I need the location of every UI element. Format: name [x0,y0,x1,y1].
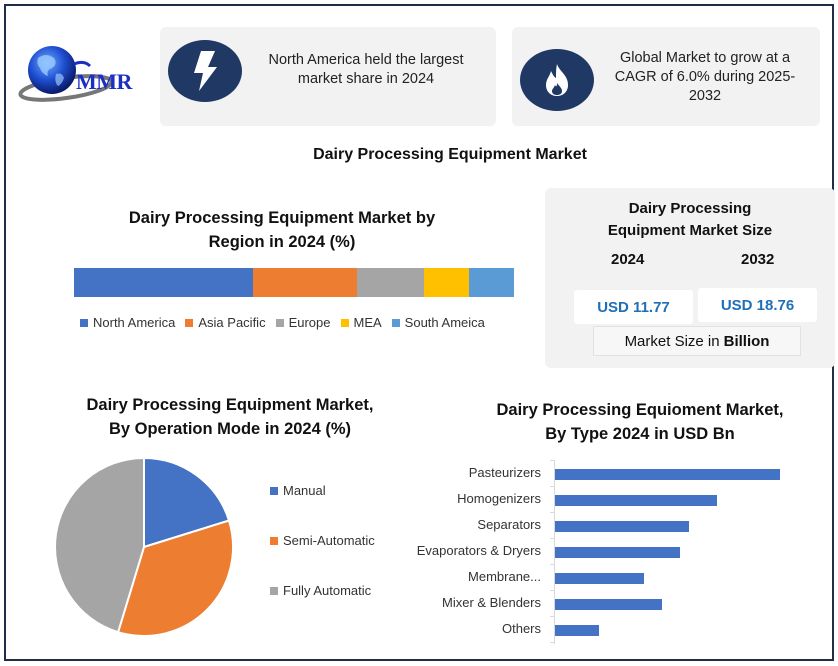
bar-label: Others [501,621,541,636]
legend-label: North America [93,315,176,330]
bar-row: Homogenizers [400,486,820,512]
axis-tick [550,460,555,461]
title-line: By Operation Mode in 2024 (%) [108,420,352,438]
pie-legend: Manual Semi-Automatic Fully Automatic [270,483,375,633]
axis-tick [550,512,555,513]
lightning-bolt-icon [194,51,217,91]
title-line: By Type 2024 in USD Bn [545,425,735,443]
bar-row: Others [400,616,820,642]
title-line: Dairy Processing Equioment Market, [496,401,784,419]
insight-text: Global Market to grow at a CAGR of 6.0% … [614,50,796,104]
title-line: Dairy Processing Equipment Market, [86,396,374,414]
bar-label: Mixer & Blenders [442,595,541,610]
legend-swatch [391,318,400,327]
market-size-title: Dairy Processing Equipment Market Size [545,198,835,242]
unit-label: Market Size in Billion [593,326,801,356]
legend-swatch [270,587,278,595]
region-legend: North America Asia Pacific Europe MEA South … [80,315,485,330]
bar [555,625,599,636]
bar-label: Homogenizers [457,491,541,506]
bar-segment [424,268,470,297]
icon-badge [168,40,242,102]
legend-swatch [270,537,278,545]
legend-item: South Ameica [391,315,485,330]
axis-tick [550,564,555,565]
unit-bold: Billion [723,332,770,350]
legend-swatch [185,318,194,327]
bar-chart-title: Dairy Processing Equioment Market, By Ty… [440,398,838,446]
title-line: Dairy Processing Equipment Market by [128,209,436,227]
legend-swatch [340,318,349,327]
bar-label: Evaporators & Dryers [416,543,541,558]
bar [555,573,644,584]
axis-tick [550,538,555,539]
page-title: Dairy Processing Equipment Market [313,146,587,163]
bar-segment [469,268,514,297]
type-bar-chart: Pasteurizers Homogenizers Separators Evapor… [400,460,820,650]
title-line: Region in 2024 (%) [208,233,356,251]
bar-row: Mixer & Blenders [400,590,820,616]
legend-item: Manual [270,483,375,533]
bar [555,521,689,532]
mmr-logo: MMR [16,40,151,110]
axis-tick [550,590,555,591]
bar-segment [357,268,425,297]
unit-prefix: Market Size in [624,332,720,350]
bar-segment [74,268,254,297]
legend-label: Fully Automatic [283,583,372,598]
legend-item: Semi-Automatic [270,533,375,583]
bar-row: Membrane... [400,564,820,590]
bar-row: Evaporators & Dryers [400,538,820,564]
bar-label: Pasteurizers [468,465,541,480]
operation-mode-pie [54,456,234,637]
bar [555,547,680,558]
legend-label: Asia Pacific [198,315,266,330]
axis-tick [550,616,555,617]
market-size-panel: Dairy Processing Equipment Market Size 2… [545,188,835,368]
legend-swatch [270,487,278,495]
legend-item: Fully Automatic [270,583,375,633]
axis-tick [550,642,555,643]
bar-row: Pasteurizers [400,460,820,486]
bar-segment [253,268,358,297]
region-stacked-bar [74,268,514,297]
year-2024-label: 2024 [611,251,645,268]
bar [555,495,717,506]
pie-slice [143,456,231,549]
legend-label: Manual [283,483,326,498]
pie-chart-title: Dairy Processing Equipment Market, By Op… [40,393,420,441]
region-chart-title: Dairy Processing Equipment Market by Reg… [82,206,482,254]
value-2024: USD 11.77 [574,290,693,324]
legend-item: Asia Pacific [185,315,266,330]
icon-badge [520,49,594,111]
legend-label: MEA [353,315,382,330]
legend-label: Semi-Automatic [283,533,375,548]
globe-icon [18,46,114,102]
y-axis [554,460,555,644]
year-2032-label: 2032 [741,251,775,268]
legend-label: Europe [288,315,331,330]
logo-text: MMR [76,69,132,94]
title-line: Dairy Processing [628,200,752,217]
bar-row: Separators [400,512,820,538]
axis-tick [550,486,555,487]
bar-label: Membrane... [468,569,541,584]
bar [555,599,662,610]
legend-swatch [80,318,88,327]
legend-swatch [275,318,284,327]
legend-item: MEA [340,315,382,330]
flame-icon [546,64,568,96]
value-2032: USD 18.76 [698,288,817,322]
legend-label: South Ameica [404,315,485,330]
pie-slice [54,456,145,634]
insight-card-region: North America held the largest market sh… [160,27,496,126]
legend-item: North America [80,315,175,330]
insight-text: North America held the largest market sh… [268,52,464,87]
title-line: Equipment Market Size [607,222,773,239]
legend-item: Europe [275,315,331,330]
pie-slice [116,519,234,637]
bar-label: Separators [477,517,541,532]
insight-card-cagr: Global Market to grow at a CAGR of 6.0% … [512,27,820,126]
bar [555,469,780,480]
